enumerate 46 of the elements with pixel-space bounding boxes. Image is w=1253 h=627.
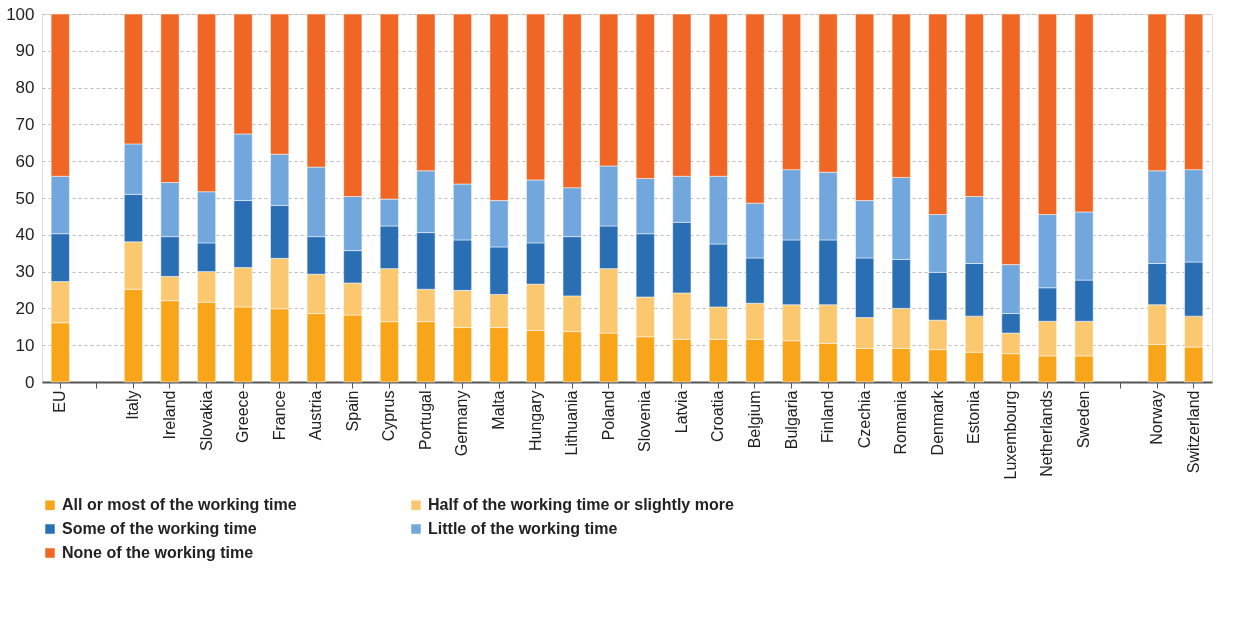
x-tick-label: EU	[51, 390, 69, 413]
legend-label: All or most of the working time	[62, 496, 297, 514]
x-tick-label: Italy	[124, 390, 142, 420]
x-tick-label: Finland	[819, 390, 837, 443]
x-tick-label: Latvia	[672, 390, 690, 434]
y-tick-label: 30	[15, 262, 35, 282]
legend-label: Little of the working time	[428, 520, 618, 537]
x-tick-label: Poland	[599, 390, 617, 441]
x-tick-label: Luxembourg	[1001, 390, 1019, 480]
legend-label: None of the working time	[62, 544, 254, 561]
y-tick-label: 90	[15, 41, 35, 61]
y-tick-label: 0	[25, 372, 35, 392]
x-tick-label: Norway	[1148, 390, 1166, 445]
x-tick-label: Croatia	[709, 390, 727, 443]
x-tick-label: Netherlands	[1038, 390, 1056, 477]
x-tick-label: Malta	[490, 390, 508, 430]
y-tick-label: 80	[15, 78, 35, 98]
x-tick-label: Bulgaria	[782, 390, 800, 450]
y-tick-label: 100	[6, 4, 35, 24]
legend-label: Some of the working time	[62, 520, 257, 537]
y-tick-label: 70	[15, 114, 35, 134]
x-tick-label: Austria	[307, 390, 325, 441]
x-tick-label: Slovakia	[197, 390, 215, 451]
x-tick-label: Greece	[234, 390, 252, 443]
legend-label: Half of the working time or slightly more	[428, 496, 734, 514]
x-tick-label: France	[270, 390, 288, 441]
x-tick-label: Estonia	[965, 390, 983, 444]
y-tick-label: 10	[15, 335, 35, 355]
x-tick-label: Cyprus	[380, 390, 398, 442]
x-tick-label: Belgium	[745, 390, 763, 449]
x-tick-label: Portugal	[416, 390, 434, 451]
x-tick-label: Romania	[892, 390, 910, 455]
x-tick-label: Germany	[453, 390, 471, 457]
y-tick-label: 60	[15, 151, 35, 171]
x-tick-label: Spain	[343, 390, 361, 432]
x-tick-label: Lithuania	[563, 390, 581, 456]
x-tick-label: Slovenia	[636, 390, 654, 452]
y-tick-label: 50	[15, 188, 35, 208]
y-tick-label: 20	[15, 298, 35, 318]
x-tick-label: Denmark	[928, 389, 946, 456]
y-tick-label: 40	[15, 225, 35, 245]
x-tick-label: Czechia	[855, 390, 873, 449]
x-tick-label: Sweden	[1075, 390, 1093, 449]
x-tick-label: Switzerland	[1184, 390, 1202, 474]
x-tick-label: Hungary	[526, 390, 544, 451]
x-tick-label: Ireland	[160, 390, 178, 440]
